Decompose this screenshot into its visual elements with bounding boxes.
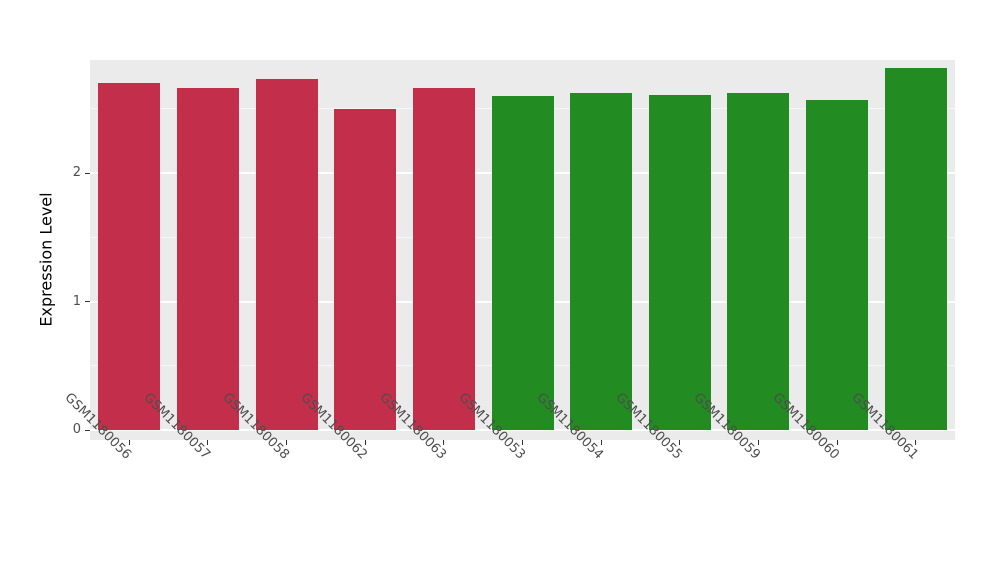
bar-GSM1180059 <box>727 93 790 430</box>
x-tick-mark <box>286 440 288 445</box>
bar-GSM1180062 <box>334 108 397 430</box>
x-tick-mark <box>207 440 209 445</box>
y-tick-label: 2 <box>72 165 81 180</box>
y-axis-label: Expression Level <box>36 192 56 327</box>
x-tick-mark <box>836 440 838 445</box>
y-tick-label: 1 <box>72 293 81 309</box>
y-tick-mark <box>85 301 90 302</box>
x-tick-mark <box>522 440 523 445</box>
y-tick-mark <box>85 172 90 174</box>
bar-GSM1180056 <box>98 83 161 430</box>
gridline-major <box>90 429 955 431</box>
x-tick-mark <box>443 440 445 445</box>
x-tick-mark <box>679 440 681 445</box>
bar-GSM1180063 <box>412 88 475 430</box>
x-tick-mark <box>915 440 917 445</box>
y-tick-mark <box>85 429 90 431</box>
x-tick-mark <box>128 440 130 445</box>
bar-GSM1180061 <box>884 67 947 430</box>
x-tick-mark <box>757 440 759 445</box>
x-tick-mark <box>364 440 366 445</box>
x-tick-mark <box>600 440 602 445</box>
bar-GSM1180057 <box>176 88 239 430</box>
bar-GSM1180055 <box>648 94 711 430</box>
plot-panel <box>90 60 955 440</box>
y-tick-label: 0 <box>72 422 81 437</box>
bar-GSM1180060 <box>806 99 869 430</box>
bar-GSM1180058 <box>255 79 318 430</box>
bar-GSM1180054 <box>570 93 633 430</box>
bar-GSM1180053 <box>491 95 554 430</box>
